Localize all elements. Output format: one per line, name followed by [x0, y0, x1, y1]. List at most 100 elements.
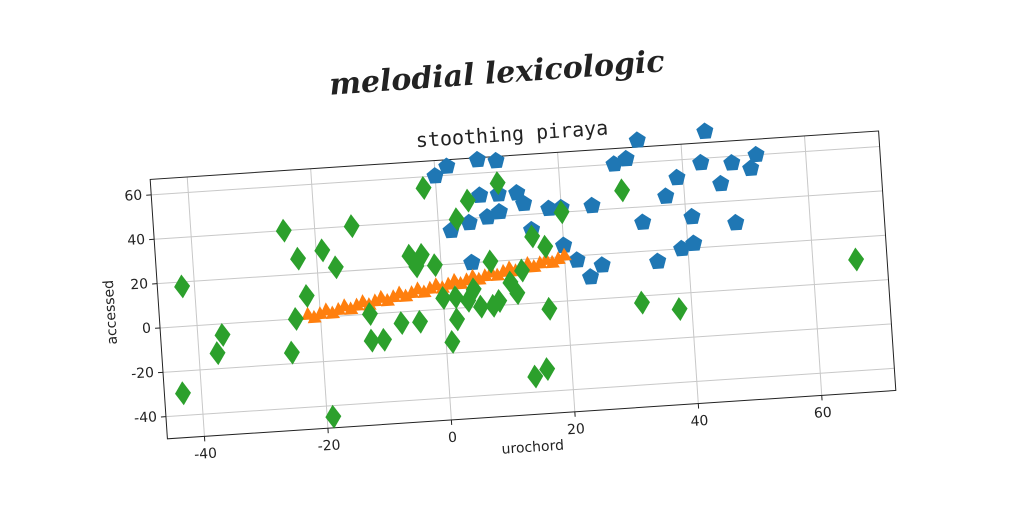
point	[275, 218, 292, 243]
x-tick-label: 60	[814, 405, 833, 422]
point	[441, 276, 456, 291]
x-axis-label: urochord	[501, 438, 564, 458]
point	[290, 246, 307, 271]
point	[363, 328, 380, 353]
point	[313, 306, 328, 320]
y-tick-label: -40	[134, 409, 158, 426]
y-tick-label: 60	[124, 188, 143, 205]
point	[489, 171, 506, 196]
point	[692, 153, 710, 171]
point	[515, 194, 533, 212]
point	[460, 288, 477, 313]
point	[848, 247, 865, 272]
point	[386, 289, 401, 303]
point	[307, 309, 322, 324]
point	[727, 213, 745, 231]
point	[314, 238, 331, 263]
point	[444, 329, 461, 354]
x-tick-label: 40	[690, 413, 709, 430]
x-tick-label: -20	[317, 437, 341, 454]
point	[593, 256, 611, 273]
point	[527, 259, 542, 273]
grid-line	[557, 152, 576, 412]
point	[426, 167, 444, 184]
y-tick-label: -20	[131, 365, 155, 382]
point	[649, 252, 667, 270]
point	[581, 268, 600, 285]
point	[174, 274, 191, 299]
point	[343, 214, 360, 239]
point	[605, 155, 623, 172]
point	[361, 302, 378, 327]
point	[426, 253, 443, 278]
point	[491, 289, 508, 313]
axes-title: stoothing piraya	[415, 115, 609, 152]
point	[657, 187, 675, 205]
point	[628, 131, 646, 148]
point	[447, 285, 464, 310]
plot-frame	[149, 130, 897, 440]
y-tick-label: 0	[142, 321, 152, 338]
point	[376, 327, 393, 352]
point	[209, 341, 226, 366]
point	[671, 297, 688, 322]
point	[459, 188, 476, 213]
point	[465, 277, 482, 302]
grid-line	[680, 144, 699, 404]
point	[399, 288, 414, 303]
point	[685, 234, 703, 252]
point	[742, 159, 760, 177]
point	[468, 150, 486, 168]
chart-title: melodial lexicologic	[328, 44, 666, 102]
point	[539, 357, 556, 382]
point	[478, 208, 496, 225]
point	[471, 186, 489, 204]
point	[490, 267, 505, 282]
point	[723, 154, 741, 171]
point	[551, 251, 566, 265]
point	[673, 239, 691, 257]
point	[401, 243, 418, 268]
point	[405, 285, 420, 299]
axes: stoothing piraya urochord accessed -40 -2…	[101, 115, 897, 463]
point	[557, 247, 572, 262]
point	[473, 294, 490, 319]
point	[540, 199, 558, 217]
x-tick-label: -40	[194, 446, 218, 463]
point	[350, 297, 365, 312]
point	[478, 268, 493, 282]
point	[423, 280, 438, 295]
y-axis-label: accessed	[101, 280, 121, 346]
y-tick-label: 20	[130, 276, 149, 293]
x-tick-label: 0	[448, 430, 458, 447]
point	[712, 174, 730, 192]
point	[393, 311, 410, 336]
point	[454, 276, 469, 290]
point	[633, 290, 650, 315]
point	[326, 305, 341, 319]
point	[332, 302, 346, 316]
point	[287, 306, 304, 331]
point	[634, 213, 652, 230]
point	[747, 145, 765, 163]
point	[485, 293, 502, 318]
point	[527, 364, 544, 389]
point	[696, 122, 714, 140]
grid-line	[186, 176, 205, 437]
x-tick-label: 20	[567, 421, 586, 438]
point	[555, 236, 573, 254]
point	[325, 404, 342, 429]
point	[490, 202, 508, 220]
point	[438, 157, 456, 174]
point	[412, 309, 429, 334]
point	[413, 242, 430, 267]
point	[683, 207, 701, 225]
grid-line	[162, 323, 892, 373]
point	[344, 301, 359, 315]
grid-line	[804, 135, 823, 396]
point	[415, 176, 432, 200]
point	[553, 200, 570, 225]
point	[449, 307, 466, 332]
point	[509, 281, 526, 306]
